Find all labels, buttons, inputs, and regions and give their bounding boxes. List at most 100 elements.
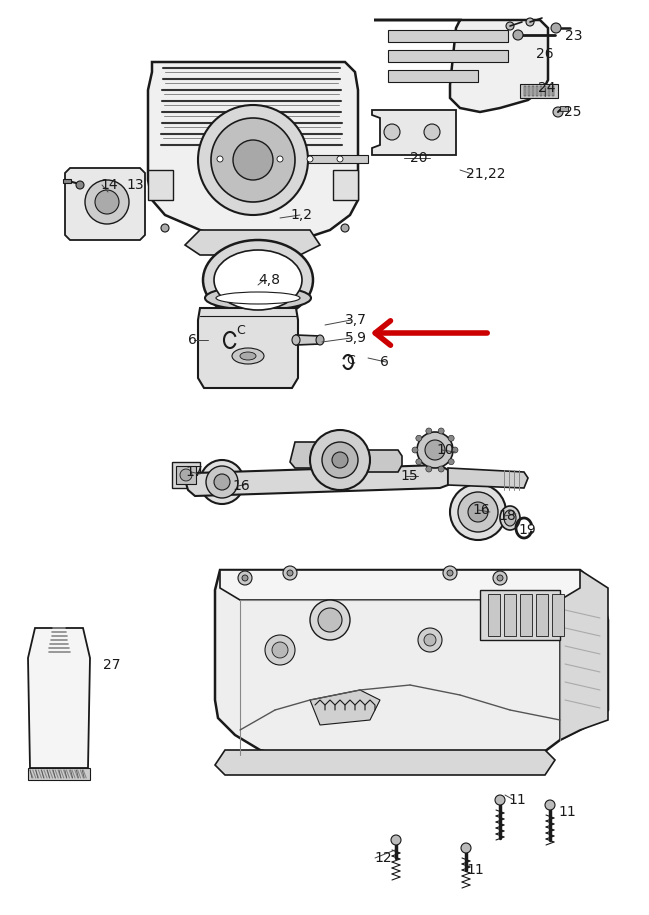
Polygon shape bbox=[374, 20, 548, 112]
Circle shape bbox=[161, 224, 169, 232]
Ellipse shape bbox=[203, 240, 313, 320]
Text: 6: 6 bbox=[188, 333, 197, 347]
Circle shape bbox=[426, 466, 432, 472]
Circle shape bbox=[416, 436, 422, 441]
Circle shape bbox=[198, 105, 308, 215]
Text: 17: 17 bbox=[185, 465, 202, 479]
Circle shape bbox=[95, 190, 119, 214]
Circle shape bbox=[341, 224, 349, 232]
Bar bbox=[552, 594, 564, 636]
Circle shape bbox=[283, 566, 297, 580]
Bar bbox=[548, 86, 550, 96]
Polygon shape bbox=[215, 570, 608, 760]
Circle shape bbox=[452, 447, 458, 453]
Circle shape bbox=[425, 440, 445, 460]
Circle shape bbox=[322, 442, 358, 478]
Bar bbox=[200, 155, 368, 163]
Circle shape bbox=[495, 795, 505, 805]
Bar bbox=[520, 594, 532, 636]
Circle shape bbox=[468, 502, 488, 522]
Circle shape bbox=[310, 600, 350, 640]
Polygon shape bbox=[185, 465, 448, 496]
Polygon shape bbox=[220, 570, 600, 600]
Circle shape bbox=[443, 566, 457, 580]
Ellipse shape bbox=[240, 352, 256, 360]
Circle shape bbox=[391, 835, 401, 845]
Ellipse shape bbox=[232, 348, 264, 364]
Bar bbox=[488, 594, 500, 636]
Text: 16: 16 bbox=[232, 479, 250, 493]
Circle shape bbox=[416, 458, 422, 465]
Circle shape bbox=[450, 484, 506, 540]
Text: C: C bbox=[236, 324, 245, 337]
Bar bbox=[540, 86, 542, 96]
Bar bbox=[560, 106, 568, 111]
Circle shape bbox=[307, 156, 313, 162]
Ellipse shape bbox=[292, 335, 300, 345]
Circle shape bbox=[545, 800, 555, 810]
Circle shape bbox=[233, 140, 273, 180]
Circle shape bbox=[553, 107, 563, 117]
Circle shape bbox=[417, 432, 453, 468]
Text: 23: 23 bbox=[565, 29, 583, 43]
Bar bbox=[63, 179, 71, 183]
Bar bbox=[524, 86, 526, 96]
Bar bbox=[172, 462, 200, 488]
Circle shape bbox=[76, 181, 84, 189]
Circle shape bbox=[206, 466, 238, 498]
Polygon shape bbox=[215, 750, 555, 775]
Text: 26: 26 bbox=[536, 47, 554, 61]
Text: 13: 13 bbox=[126, 178, 143, 192]
Bar bbox=[333, 170, 358, 200]
Circle shape bbox=[448, 436, 454, 441]
Polygon shape bbox=[448, 468, 528, 488]
Circle shape bbox=[211, 118, 295, 202]
Text: 27: 27 bbox=[103, 658, 121, 672]
Circle shape bbox=[85, 180, 129, 224]
Ellipse shape bbox=[216, 292, 300, 304]
Bar bbox=[528, 86, 530, 96]
Circle shape bbox=[200, 460, 244, 504]
Bar bbox=[388, 50, 508, 62]
Circle shape bbox=[277, 156, 283, 162]
Circle shape bbox=[447, 570, 453, 576]
Text: 21,22: 21,22 bbox=[466, 167, 506, 181]
Text: 15: 15 bbox=[400, 469, 417, 483]
Circle shape bbox=[493, 571, 507, 585]
Circle shape bbox=[247, 156, 253, 162]
Bar bbox=[504, 594, 516, 636]
Bar bbox=[176, 466, 196, 484]
Text: 4,8: 4,8 bbox=[258, 273, 280, 287]
Circle shape bbox=[318, 608, 342, 632]
Circle shape bbox=[412, 447, 418, 453]
Bar bbox=[536, 86, 538, 96]
Circle shape bbox=[426, 428, 432, 434]
Bar bbox=[532, 86, 534, 96]
Polygon shape bbox=[185, 230, 320, 255]
Circle shape bbox=[506, 22, 514, 30]
Ellipse shape bbox=[316, 335, 324, 345]
Circle shape bbox=[513, 30, 523, 40]
Circle shape bbox=[384, 124, 400, 140]
Text: 11: 11 bbox=[558, 805, 576, 819]
Circle shape bbox=[242, 575, 248, 581]
Circle shape bbox=[272, 642, 288, 658]
Text: 5,9: 5,9 bbox=[345, 331, 367, 345]
Text: 25: 25 bbox=[564, 105, 582, 119]
Circle shape bbox=[238, 571, 252, 585]
Ellipse shape bbox=[500, 506, 520, 530]
Bar bbox=[388, 30, 508, 42]
Text: 19: 19 bbox=[518, 523, 536, 537]
Ellipse shape bbox=[205, 286, 311, 310]
Text: C: C bbox=[346, 353, 355, 367]
Circle shape bbox=[424, 124, 440, 140]
Polygon shape bbox=[28, 628, 90, 768]
Ellipse shape bbox=[504, 510, 516, 526]
Circle shape bbox=[526, 18, 534, 26]
Bar bbox=[520, 84, 558, 98]
Circle shape bbox=[265, 635, 295, 665]
Circle shape bbox=[180, 469, 192, 481]
Polygon shape bbox=[372, 110, 456, 155]
Polygon shape bbox=[560, 570, 608, 740]
Text: 11: 11 bbox=[508, 793, 526, 807]
